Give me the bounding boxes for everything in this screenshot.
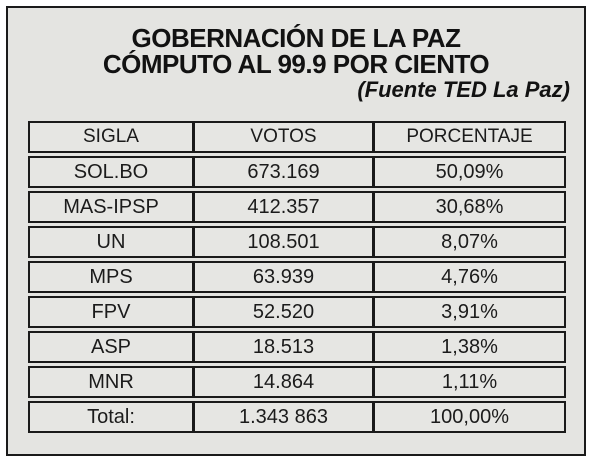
title-block: GOBERNACIÓN DE LA PAZ CÓMPUTO AL 99.9 PO… bbox=[8, 8, 584, 77]
cell-sigla: MNR bbox=[30, 368, 195, 396]
column-header-porcentaje: PORCENTAJE bbox=[406, 126, 533, 147]
cell-votos: 108.501 bbox=[195, 228, 375, 256]
cell-votos: 14.864 bbox=[195, 368, 375, 396]
cell-votos: 673.169 bbox=[195, 158, 375, 186]
table-row: Total: 1.343 863 100,00% bbox=[28, 401, 566, 433]
table-row: ASP 18.513 1,38% bbox=[28, 331, 566, 363]
table-row: SOL.BO 673.169 50,09% bbox=[28, 156, 566, 188]
table-row: MPS 63.939 4,76% bbox=[28, 261, 566, 293]
table-row: UN 108.501 8,07% bbox=[28, 226, 566, 258]
cell-sigla: FPV bbox=[30, 298, 195, 326]
cell-porcentaje: 1,11% bbox=[441, 370, 498, 393]
cell-porcentaje: 50,09% bbox=[435, 160, 504, 183]
cell-votos: 63.939 bbox=[195, 263, 375, 291]
results-table: SIGLA VOTOS PORCENTAJE SOL.BO 673.169 50,0… bbox=[28, 121, 566, 433]
table-row: MAS-IPSP 412.357 30,68% bbox=[28, 191, 566, 223]
column-header-sigla: SIGLA bbox=[30, 123, 195, 151]
page-title-line-1: GOBERNACIÓN DE LA PAZ bbox=[131, 23, 461, 53]
page-title-line-2: CÓMPUTO AL 99.9 POR CIENTO bbox=[102, 49, 490, 79]
cell-votos: 18.513 bbox=[195, 333, 375, 361]
cell-sigla: UN bbox=[30, 228, 195, 256]
cell-porcentaje: 8,07% bbox=[441, 230, 498, 253]
table-body: SOL.BO 673.169 50,09% MAS-IPSP 412.357 30,68%… bbox=[28, 156, 566, 433]
table-row: MNR 14.864 1,11% bbox=[28, 366, 566, 398]
cell-sigla: MAS-IPSP bbox=[30, 193, 195, 221]
cell-sigla: MPS bbox=[30, 263, 195, 291]
cell-porcentaje: 100,00% bbox=[430, 405, 509, 428]
table-row: FPV 52.520 3,91% bbox=[28, 296, 566, 328]
column-header-votos: VOTOS bbox=[195, 123, 375, 151]
cell-sigla: Total: bbox=[30, 403, 195, 431]
table-header-row: SIGLA VOTOS PORCENTAJE bbox=[28, 121, 566, 153]
cell-sigla: SOL.BO bbox=[30, 158, 195, 186]
source-note: (Fuente TED La Paz) bbox=[357, 77, 570, 102]
cell-sigla: ASP bbox=[30, 333, 195, 361]
cell-porcentaje: 30,68% bbox=[435, 195, 504, 218]
cell-porcentaje: 3,91% bbox=[441, 300, 498, 323]
results-frame: GOBERNACIÓN DE LA PAZ CÓMPUTO AL 99.9 PO… bbox=[6, 6, 586, 456]
cell-votos: 1.343 863 bbox=[195, 403, 375, 431]
cell-votos: 412.357 bbox=[195, 193, 375, 221]
cell-porcentaje: 1,38% bbox=[441, 335, 498, 358]
cell-porcentaje: 4,76% bbox=[441, 265, 498, 288]
cell-votos: 52.520 bbox=[195, 298, 375, 326]
